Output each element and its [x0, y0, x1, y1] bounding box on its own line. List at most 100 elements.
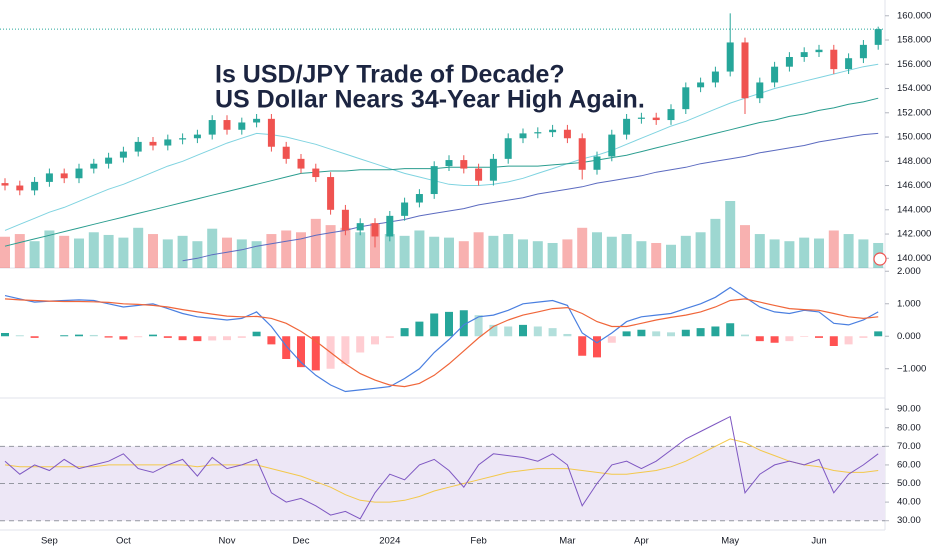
- volume-bar: [88, 232, 99, 268]
- alert-icon[interactable]: [873, 252, 887, 266]
- y-tick-label: 30.00: [897, 515, 921, 526]
- histogram-bar: [104, 336, 113, 338]
- candle-body: [874, 29, 882, 45]
- histogram-bar: [75, 334, 83, 337]
- headline: Is USD/JPY Trade of Decade?: [215, 61, 565, 89]
- moving-average: [4, 63, 879, 231]
- candle-body: [771, 66, 779, 83]
- histogram-bar: [30, 336, 39, 338]
- y-tick-label: 50.00: [897, 478, 921, 489]
- volume-bar: [754, 234, 765, 268]
- volume-bar: [547, 242, 558, 268]
- candle-body: [785, 56, 793, 67]
- volume-bar: [118, 237, 129, 268]
- histogram-bar: [237, 336, 246, 338]
- candle-body: [637, 117, 645, 119]
- volume-bar: [740, 225, 750, 268]
- histogram-bar: [563, 333, 572, 337]
- volume-bar: [355, 232, 366, 268]
- histogram-bar: [459, 310, 468, 337]
- volume-bar: [340, 227, 351, 268]
- histogram-bar: [400, 328, 409, 337]
- volume-bar: [858, 239, 869, 268]
- x-tick-label: Mar: [559, 536, 575, 547]
- histogram-bar: [770, 336, 779, 343]
- histogram-bar: [785, 336, 794, 342]
- volume-bar: [148, 234, 158, 268]
- histogram-bar: [681, 329, 690, 337]
- candle-body: [534, 132, 542, 134]
- volume-bar: [503, 234, 514, 268]
- candle-body: [593, 156, 601, 170]
- volume-bar: [488, 235, 499, 268]
- histogram-bar: [844, 336, 853, 345]
- volume-bar: [562, 239, 573, 268]
- y-tick-label: 150.000: [897, 132, 931, 143]
- histogram-bar: [1, 333, 9, 337]
- moving-average: [182, 132, 879, 262]
- histogram-bar: [341, 336, 350, 364]
- candle-body: [415, 194, 423, 203]
- y-tick-label: 70.00: [897, 441, 921, 452]
- plot-layer: Sep Oct Nov Dec 2024 Feb Mar Apr May Jun 140.000 14…: [0, 10, 931, 547]
- y-tick-label: 60.00: [897, 459, 921, 470]
- volume-bar: [74, 238, 84, 268]
- histogram-bar: [622, 331, 631, 337]
- histogram-bar: [755, 336, 764, 342]
- y-tick-label: 160.000: [897, 10, 931, 21]
- volume-bar: [251, 241, 262, 268]
- volume-bar: [577, 227, 588, 268]
- y-tick-label: 142.000: [897, 229, 931, 240]
- histogram-bar: [178, 336, 187, 341]
- candle-body: [608, 134, 616, 157]
- candle-body: [460, 160, 468, 169]
- headline: US Dollar Nears 34-Year High Again.: [215, 86, 645, 114]
- volume-bar: [651, 242, 662, 268]
- histogram-bar: [193, 336, 202, 342]
- histogram-bar: [533, 326, 542, 337]
- volume-bar: [192, 241, 203, 268]
- histogram-bar: [519, 324, 527, 337]
- y-tick-label: −1.000: [897, 363, 926, 374]
- volume-bar: [606, 236, 617, 268]
- y-tick-label: 2.000: [897, 266, 921, 277]
- candle-body: [179, 138, 187, 140]
- candle-body: [341, 209, 349, 231]
- candle-body: [90, 163, 98, 169]
- volume-bar: [59, 235, 70, 268]
- volume-bar: [207, 228, 218, 268]
- candle-body: [1, 183, 9, 186]
- volume-bar: [636, 241, 647, 268]
- histogram-bar: [711, 326, 720, 337]
- candle-body: [356, 223, 364, 231]
- candle-body: [45, 173, 53, 182]
- y-tick-label: 90.00: [897, 404, 921, 415]
- volume-bar: [103, 234, 114, 268]
- histogram-bar: [815, 336, 823, 338]
- histogram-bar: [652, 331, 661, 337]
- volume-bar: [710, 218, 721, 268]
- histogram-bar: [829, 336, 838, 346]
- candle-body: [238, 122, 246, 130]
- y-tick-label: 146.000: [897, 180, 931, 191]
- y-tick-label: 156.000: [897, 59, 931, 70]
- volume-bar: [532, 241, 543, 268]
- x-tick-label: Sep: [41, 536, 58, 547]
- volume-bar: [769, 239, 780, 268]
- candle-body: [401, 202, 409, 216]
- histogram-bar: [489, 324, 498, 337]
- candle-body: [297, 158, 305, 169]
- candle-body: [756, 82, 764, 99]
- histogram-bar: [311, 336, 320, 371]
- candle-body: [75, 168, 83, 179]
- volume-bar: [14, 234, 25, 268]
- candle-body: [475, 168, 483, 181]
- histogram-bar: [637, 329, 646, 337]
- x-tick-label: Dec: [293, 536, 310, 547]
- candle-body: [253, 118, 261, 123]
- candle-body: [430, 166, 438, 195]
- candle-body: [119, 151, 127, 158]
- volume-bar: [177, 235, 188, 268]
- volume-bar: [133, 227, 144, 268]
